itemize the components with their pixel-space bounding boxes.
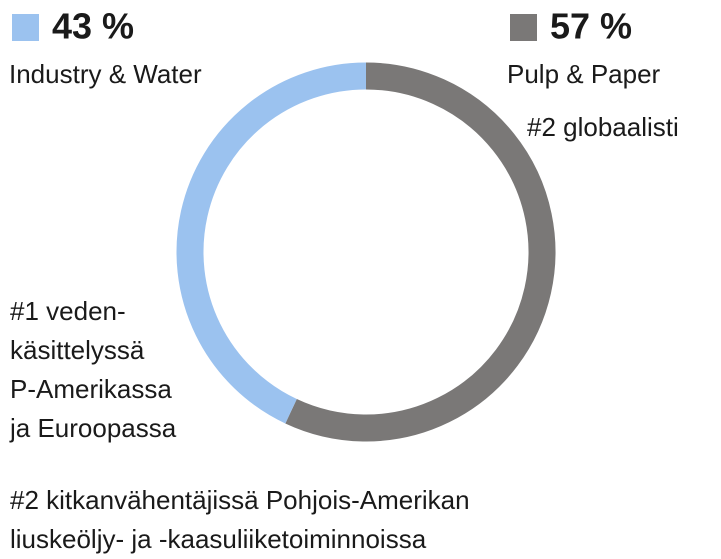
annotation: #1 veden- — [10, 296, 126, 326]
legend-swatch — [510, 14, 537, 41]
donut-slice — [176, 62, 367, 424]
legend-swatch — [12, 14, 39, 41]
legend-label: Industry & Water — [9, 59, 202, 89]
annotation: käsittelyssä — [10, 335, 145, 365]
annotation: ja Euroopassa — [9, 413, 177, 443]
legend-label: Pulp & Paper — [507, 59, 661, 89]
annotation: P-Amerikassa — [10, 374, 172, 404]
donut-slice — [285, 62, 556, 442]
annotation: #2 globaalisti — [527, 112, 679, 142]
legend-value: 43 % — [52, 6, 134, 47]
legend-value: 57 % — [550, 6, 632, 47]
annotation: liuskeöljy- ja -kaasuliiketoiminnoissa — [10, 524, 427, 554]
annotation: #2 kitkanvähentäjissä Pohjois-Amerikan — [10, 485, 470, 515]
